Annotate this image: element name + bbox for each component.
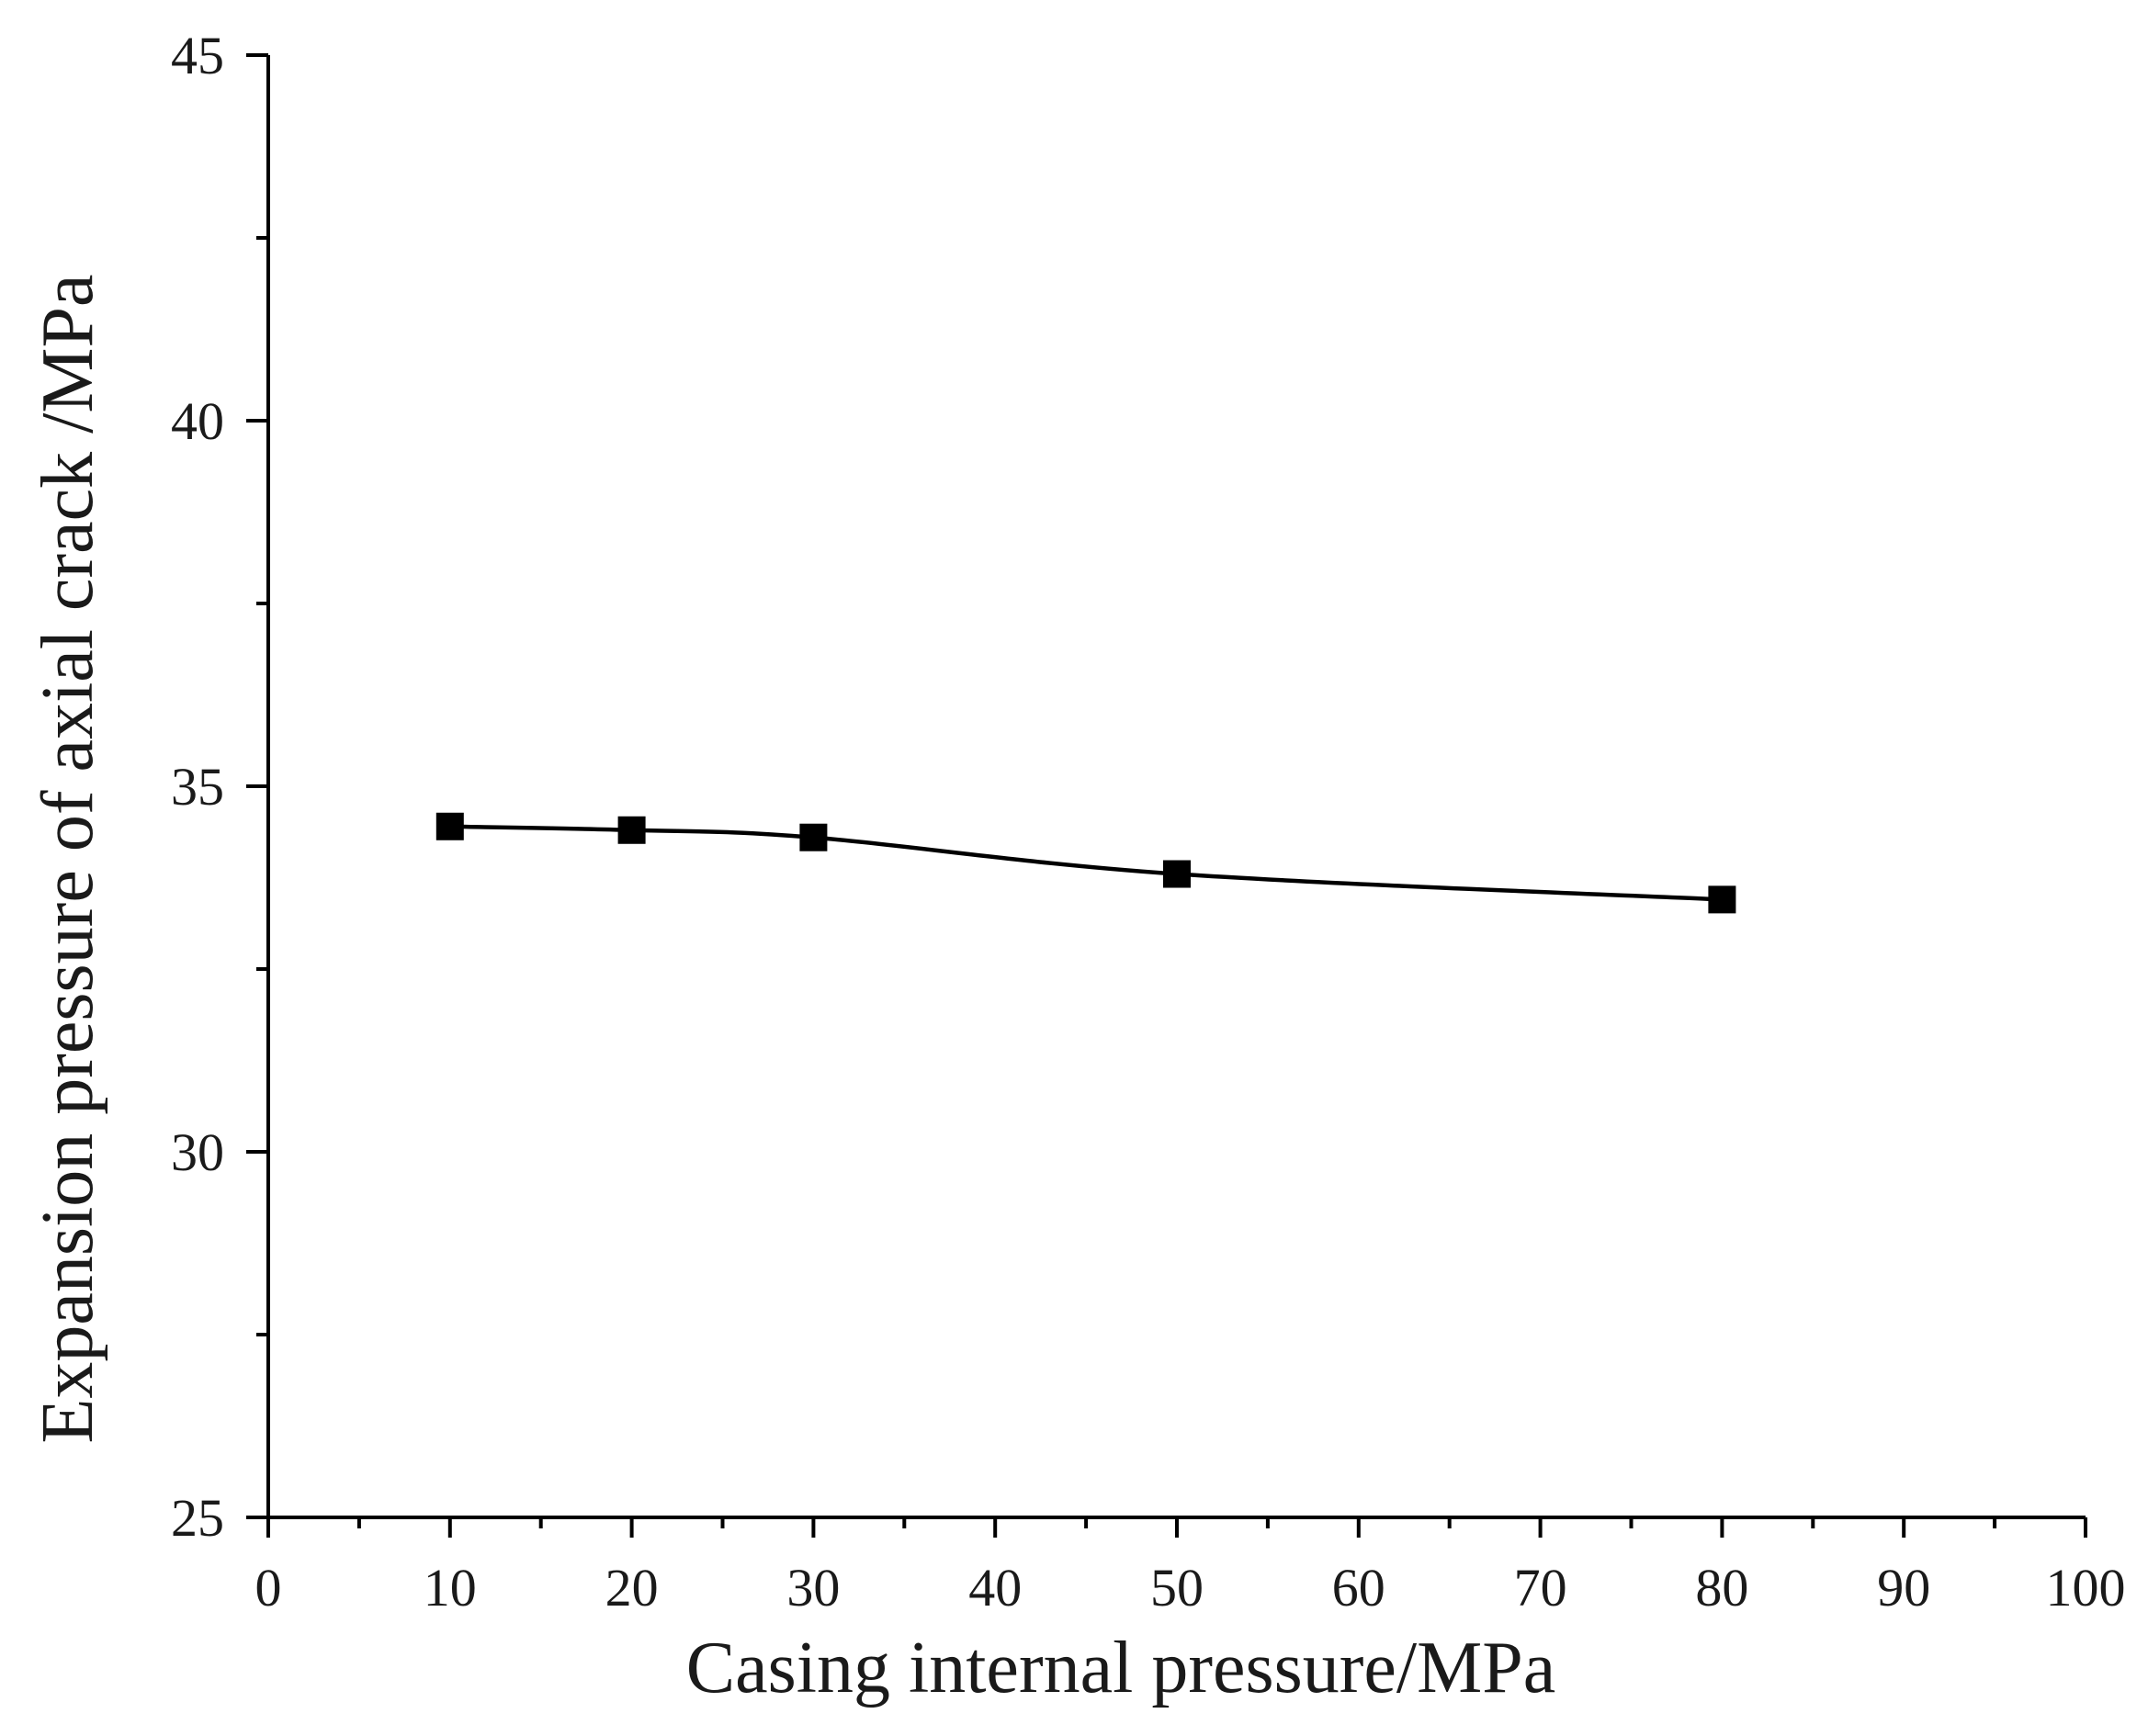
series-line: [449, 824, 1723, 902]
x-tick-label: 0: [255, 1558, 282, 1618]
data-point-marker: [799, 823, 828, 851]
x-tick-label: 10: [424, 1558, 477, 1618]
y-tick-label: 25: [171, 1488, 224, 1548]
x-tick-label: 90: [1877, 1558, 1930, 1618]
y-tick-label: 40: [171, 391, 224, 451]
axes: 0 10 20 30 40 50 60 70 80 90 100 25 30 35 40 45: [171, 26, 2126, 1618]
x-tick-label: 50: [1150, 1558, 1204, 1618]
y-tick-label: 35: [171, 757, 224, 817]
y-tick-label: 45: [171, 26, 224, 85]
x-tick-label: 60: [1332, 1558, 1385, 1618]
x-tick-label: 80: [1695, 1558, 1748, 1618]
series-layer: [435, 812, 1736, 914]
data-point-marker: [1163, 860, 1191, 888]
x-tick-label: 40: [968, 1558, 1022, 1618]
x-tick-label: 30: [786, 1558, 840, 1618]
data-point-marker: [435, 812, 464, 840]
x-tick-label: 70: [1514, 1558, 1567, 1618]
y-axis-title: Expansion pressure of axial crack /MPa: [28, 275, 108, 1444]
y-tick-label: 30: [171, 1122, 224, 1182]
data-point-marker: [1708, 885, 1736, 914]
x-tick-label: 100: [2046, 1558, 2126, 1618]
x-axis-title: Casing internal pressure/MPa: [686, 1628, 1555, 1708]
data-point-marker: [617, 816, 646, 844]
x-tick-label: 20: [605, 1558, 659, 1618]
